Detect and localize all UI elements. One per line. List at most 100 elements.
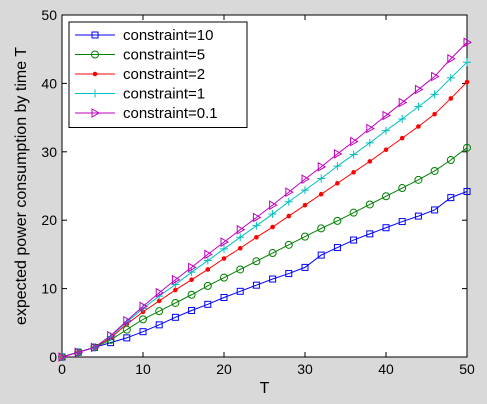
legend-label: constraint=10 — [123, 27, 213, 44]
data-point — [365, 200, 374, 209]
data-point — [446, 73, 455, 82]
data-point — [301, 186, 309, 195]
data-point — [463, 187, 471, 195]
data-point — [367, 159, 373, 164]
data-point — [398, 184, 407, 193]
data-point — [302, 202, 308, 208]
data-point — [252, 281, 260, 289]
legend-item: constraint=1 — [75, 86, 205, 103]
data-point — [237, 245, 243, 251]
legend-label: constraint=2 — [123, 66, 205, 83]
x-tick-label: 40 — [378, 361, 394, 377]
data-point — [366, 123, 375, 134]
legend: constraint=10 constraint=5 constraint=2 con… — [68, 21, 248, 128]
data-point — [252, 257, 261, 266]
legend-label: constraint=1 — [123, 86, 205, 103]
data-point — [155, 321, 163, 329]
data-point — [236, 224, 246, 235]
data-point — [317, 174, 326, 183]
data-point — [350, 236, 358, 244]
data-point — [431, 206, 439, 214]
data-point — [335, 180, 340, 186]
data-point — [414, 175, 423, 184]
data-point — [155, 307, 164, 316]
legend-label: constraint=0.1 — [123, 105, 218, 122]
x-tick-label: 0 — [58, 361, 66, 377]
data-point — [416, 124, 421, 129]
data-point — [220, 273, 228, 282]
data-point — [285, 270, 293, 278]
axis-ticks: 0 10 20 30 40 50 0 10 20 30 40 50 — [41, 7, 475, 377]
data-point — [447, 53, 456, 64]
data-point — [448, 96, 454, 101]
data-point — [398, 97, 408, 108]
data-point — [74, 347, 84, 358]
data-point — [447, 194, 455, 202]
y-tick-label: 40 — [41, 75, 57, 91]
data-point — [398, 114, 407, 123]
data-point — [123, 334, 131, 342]
data-point — [399, 135, 405, 141]
data-point — [285, 187, 294, 198]
data-point — [205, 267, 211, 272]
data-point — [220, 293, 228, 301]
data-point — [464, 79, 470, 85]
data-point — [107, 330, 116, 341]
data-point — [286, 213, 292, 219]
x-tick-label: 20 — [216, 361, 232, 377]
legend-item: constraint=2 — [75, 66, 205, 83]
data-point — [236, 233, 245, 242]
data-point — [254, 235, 259, 240]
data-point — [301, 263, 309, 271]
data-point — [90, 342, 100, 353]
y-tick-label: 20 — [41, 212, 57, 228]
data-point — [333, 148, 343, 159]
legend-marker — [91, 108, 101, 118]
legend-item: constraint=0.1 — [75, 105, 218, 122]
data-point — [220, 244, 228, 253]
data-point — [383, 147, 389, 153]
legend-marker — [91, 89, 99, 98]
data-point — [317, 251, 325, 259]
data-point — [301, 232, 309, 241]
data-point — [432, 111, 437, 117]
data-point — [446, 156, 455, 165]
data-point — [58, 352, 68, 362]
data-point — [268, 210, 277, 219]
legend-marker — [91, 31, 99, 39]
data-point — [463, 58, 471, 67]
data-point — [189, 277, 194, 283]
data-point — [171, 298, 180, 307]
data-point — [139, 301, 149, 312]
data-point — [173, 287, 178, 293]
data-point — [414, 84, 424, 95]
data-point — [382, 110, 392, 121]
data-point — [269, 275, 277, 283]
data-point — [317, 224, 326, 233]
data-point — [123, 315, 132, 326]
data-point — [414, 212, 422, 220]
data-point — [139, 328, 147, 336]
data-point — [269, 200, 278, 211]
legend-item: constraint=10 — [75, 27, 213, 44]
data-point — [203, 256, 212, 265]
data-point — [431, 71, 440, 82]
x-axis-title: T — [260, 380, 270, 397]
legend-item: constraint=5 — [75, 47, 205, 64]
data-point — [398, 218, 406, 226]
x-tick-label: 50 — [459, 361, 475, 377]
legend-box — [68, 21, 248, 128]
data-point — [430, 90, 439, 99]
data-point — [252, 212, 262, 223]
data-point — [203, 281, 212, 290]
legend-marker — [91, 50, 99, 59]
data-point — [351, 170, 356, 175]
data-point — [268, 249, 277, 258]
data-point — [349, 208, 358, 217]
data-point — [284, 240, 293, 249]
data-point — [317, 161, 327, 172]
data-point — [430, 166, 439, 175]
data-point — [171, 313, 179, 321]
